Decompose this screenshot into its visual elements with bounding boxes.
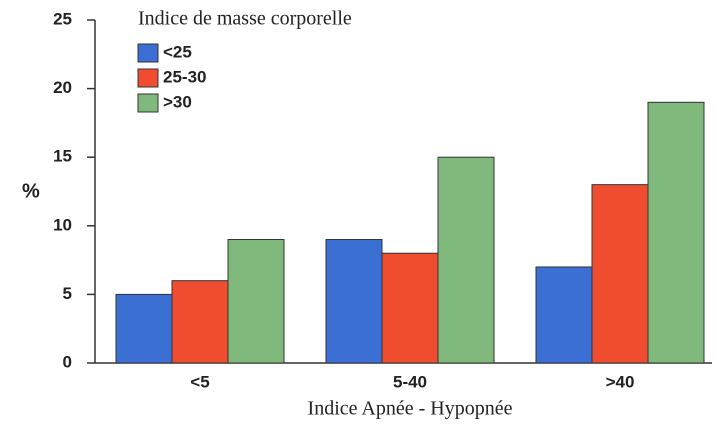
legend-swatch bbox=[137, 43, 159, 63]
legend-swatch bbox=[137, 68, 159, 88]
y-tick-label: 5 bbox=[63, 284, 72, 303]
legend-label: 25-30 bbox=[163, 67, 206, 86]
y-axis-label: % bbox=[22, 180, 40, 202]
x-axis-label: Indice Apnée - Hypopnée bbox=[308, 398, 513, 420]
legend-label: <25 bbox=[163, 42, 192, 61]
bar bbox=[591, 184, 649, 364]
x-tick-label: <5 bbox=[190, 372, 209, 391]
y-tick-label: 15 bbox=[53, 147, 72, 166]
bar bbox=[325, 239, 383, 364]
bar bbox=[535, 266, 593, 364]
y-tick-label: 25 bbox=[53, 9, 72, 28]
y-tick-label: 10 bbox=[53, 215, 72, 234]
legend-title: Indice de masse corporelle bbox=[138, 8, 352, 30]
bar bbox=[381, 252, 439, 364]
bar bbox=[227, 239, 285, 364]
bar bbox=[437, 156, 495, 364]
x-tick-label: 5-40 bbox=[393, 372, 427, 391]
legend-label: >30 bbox=[163, 92, 192, 111]
bar bbox=[647, 101, 705, 364]
legend-swatch bbox=[137, 93, 159, 113]
y-tick-label: 20 bbox=[53, 78, 72, 97]
y-tick-label: 0 bbox=[63, 352, 72, 371]
x-tick-label: >40 bbox=[606, 372, 635, 391]
bar bbox=[115, 293, 173, 364]
bar bbox=[171, 280, 229, 364]
